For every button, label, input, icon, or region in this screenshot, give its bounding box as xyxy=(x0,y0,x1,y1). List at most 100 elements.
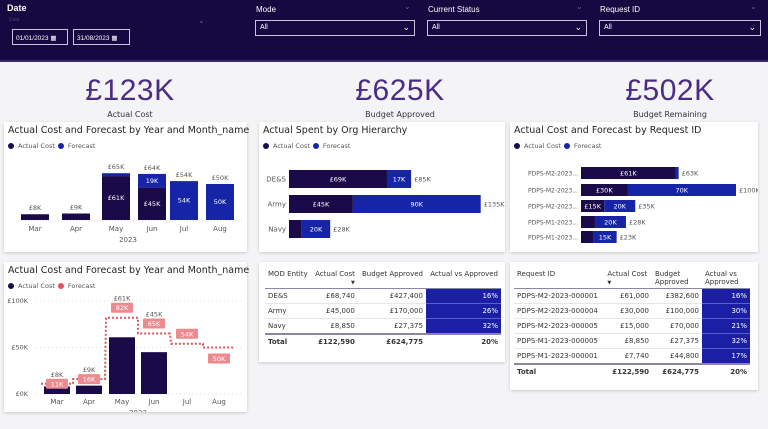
legend: Actual Cost Forecast xyxy=(8,282,95,290)
table-cell: £170,000 xyxy=(357,303,426,319)
bar-forecast xyxy=(170,181,198,220)
bar-actual xyxy=(21,214,49,220)
col-header[interactable]: Request ID xyxy=(517,270,556,278)
table-cell: 21% xyxy=(702,318,750,334)
table-row[interactable]: PDPS-M2-2023-000005 £15,000 £70,000 21% xyxy=(514,318,750,334)
data-label: 20K xyxy=(613,203,626,211)
date-filter-label: Date xyxy=(7,3,27,13)
total-label: £65K xyxy=(108,163,125,171)
y-tick-label: Army xyxy=(267,201,286,209)
sort-desc-icon: ▼ xyxy=(351,280,355,286)
total-label: £28K xyxy=(629,219,646,227)
end-date-input[interactable]: 31/08/2023 ▦ xyxy=(73,29,130,45)
table-row[interactable]: PDPS-M2-2023-000001 £61,000 £382,600 16% xyxy=(514,288,750,304)
chevron-down-icon[interactable]: ⌄ xyxy=(576,2,583,11)
x-tick-label: Jul xyxy=(179,225,189,233)
kpi-value: £502K xyxy=(625,74,715,107)
col-header[interactable]: MOD Entity xyxy=(268,270,308,278)
status-dropdown[interactable]: All ⌄ xyxy=(427,20,587,36)
data-label: 20K xyxy=(604,219,617,227)
bar-actual xyxy=(109,337,135,394)
bar-actual xyxy=(76,385,102,394)
kpi-label: Actual Cost xyxy=(107,110,153,119)
mode-filter-label: Mode xyxy=(256,5,277,14)
table-cell: PDPS-M1-2023-000001 xyxy=(514,348,605,365)
table-row[interactable]: Navy £8,850 £27,375 32% xyxy=(265,318,501,335)
table-cell: 17% xyxy=(702,348,750,365)
table-cell: £61,000 xyxy=(604,288,652,304)
table-cell: £27,375 xyxy=(357,318,426,335)
legend-dot-forecast xyxy=(57,283,64,289)
col-header-sorted[interactable]: Actual Cost ▼ xyxy=(311,268,357,289)
x-tick-label: Apr xyxy=(83,398,95,406)
total-cell: 20% xyxy=(425,333,501,349)
x-group-label: 2023 xyxy=(119,236,137,244)
y-tick-label: PDPS-M2-2023... xyxy=(528,171,578,178)
total-label: £64K xyxy=(144,164,161,172)
mode-dropdown[interactable]: All ⌄ xyxy=(255,20,415,36)
bar-actual xyxy=(102,176,130,220)
chevron-down-icon: ⌄ xyxy=(574,22,582,32)
y-tick-label: PDPS-M1-2023... xyxy=(528,220,578,227)
chevron-down-icon[interactable]: ⌄ xyxy=(404,2,411,11)
chevron-down-icon[interactable]: ⌄ xyxy=(198,16,205,25)
calendar-icon[interactable]: ▦ xyxy=(111,35,118,42)
legend-dot-actual xyxy=(8,283,14,289)
legend-dot-forecast xyxy=(312,143,319,149)
table-cell: 30% xyxy=(702,303,750,319)
bar-forecast xyxy=(301,220,331,238)
forecast-label-box xyxy=(208,353,230,364)
data-label: £69K xyxy=(330,176,347,184)
end-date-value: 31/08/2023 xyxy=(77,35,110,42)
chart-plot: £8K Mar £9K Apr £61K £65K May £45K 19K £64K Jun 54K… xyxy=(16,163,242,244)
table-row[interactable]: PDPS-M2-2023-000004 £30,000 £100,000 30% xyxy=(514,303,750,319)
col-header[interactable]: Budget Approved xyxy=(361,270,423,278)
mode-value: All xyxy=(260,24,268,31)
total-label: £100K xyxy=(739,187,758,195)
bar-actual xyxy=(141,352,167,394)
forecast-label: 11K xyxy=(51,380,64,388)
total-cell: £624,775 xyxy=(357,333,426,349)
legend-forecast: Forecast xyxy=(322,142,351,150)
monthly-cost-chart: Actual Cost and Forecast by Year and Mon… xyxy=(4,122,249,252)
total-cell: £624,775 xyxy=(652,363,702,379)
bar-label: £8K xyxy=(51,371,64,379)
legend-dot-forecast xyxy=(57,143,64,149)
request-filter-label: Request ID xyxy=(600,5,641,14)
col-header[interactable]: Actual vs Approved xyxy=(705,270,739,286)
table-cell: £68,740 xyxy=(311,288,358,304)
col-header-sorted[interactable]: Actual Cost ▼ xyxy=(604,268,652,289)
col-header[interactable]: Budget Approved xyxy=(655,270,689,286)
forecast-label: 82K xyxy=(116,304,129,312)
request-table: Request ID Actual Cost ▼ Budget Approved … xyxy=(514,268,750,379)
x-tick-label: May xyxy=(115,398,129,406)
legend: Actual Cost Forecast xyxy=(514,142,601,150)
chevron-down-icon[interactable]: ⌄ xyxy=(750,2,757,11)
legend-dot-actual xyxy=(263,143,269,149)
bar-forecast xyxy=(138,173,166,188)
data-label: £15K xyxy=(584,203,601,211)
x-tick-label: Jul xyxy=(182,398,192,406)
table-cell: £30,000 xyxy=(604,303,652,319)
table-cell: £70,000 xyxy=(652,318,702,334)
bar-actual xyxy=(289,170,387,188)
start-date-input[interactable]: 01/01/2023 ▦ xyxy=(12,29,68,45)
total-label: £50K xyxy=(212,174,229,182)
date-filter-sublabel: Date xyxy=(9,17,20,23)
table-cell: Army xyxy=(265,303,312,319)
table-cell: £382,600 xyxy=(652,288,702,304)
forecast-label-box xyxy=(176,328,198,339)
org-hierarchy-chart: Actual Spent by Org Hierarchy Actual Cos… xyxy=(259,122,505,252)
mod-entity-table: MOD Entity Actual Cost ▼ Budget Approved … xyxy=(265,268,501,349)
chart-title: Actual Cost and Forecast by Year and Mon… xyxy=(8,265,250,276)
table-row[interactable]: Army £45,000 £170,000 26% xyxy=(265,303,501,319)
calendar-icon[interactable]: ▦ xyxy=(50,35,57,42)
table-row[interactable]: PDPS-M1-2023-000005 £8,850 £27,375 32% xyxy=(514,333,750,349)
status-value: All xyxy=(432,24,440,31)
table-cell: PDPS-M2-2023-000004 xyxy=(514,303,605,319)
table-row[interactable]: DE&S £68,740 £427,400 16% xyxy=(265,288,501,304)
monthly-forecast-line-chart: Actual Cost and Forecast by Year and Mon… xyxy=(4,262,250,412)
col-header[interactable]: Actual vs Approved xyxy=(430,270,498,278)
table-row[interactable]: PDPS-M1-2023-000001 £7,740 £44,800 17% xyxy=(514,348,750,365)
request-dropdown[interactable]: All ⌄ xyxy=(599,20,761,36)
